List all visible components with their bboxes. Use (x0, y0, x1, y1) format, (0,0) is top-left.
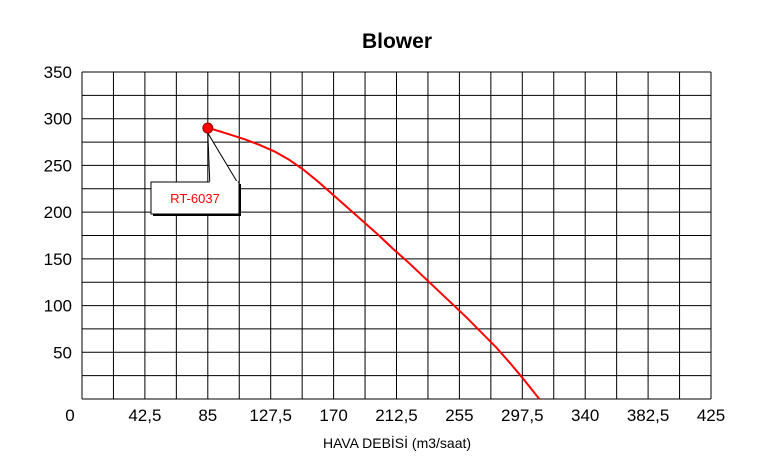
x-tick-label: 0 (65, 406, 74, 425)
callout-box (150, 181, 240, 215)
x-tick-label: 42,5 (128, 406, 161, 425)
x-tick-label: 297,5 (501, 406, 544, 425)
x-tick-label: 85 (198, 406, 217, 425)
x-tick-label: 382,5 (627, 406, 670, 425)
y-tick-label: 350 (44, 63, 72, 82)
x-tick-label: 212,5 (375, 406, 418, 425)
x-tick-label: 170 (319, 406, 347, 425)
x-tick-labels: 0 42,5 85 127,5 170 212,5 255 297,5 340 382,5 425 (65, 406, 725, 425)
y-tick-label: 300 (44, 110, 72, 129)
y-tick-label: 200 (44, 203, 72, 222)
data-point-marker (202, 122, 214, 134)
y-tick-labels: 50 100 150 200 250 300 350 (44, 63, 72, 362)
callout-layer: RT-6037 (150, 122, 241, 216)
y-tick-label: 50 (53, 343, 72, 362)
chart-title: Blower (362, 30, 432, 53)
callout-pointer (207, 132, 239, 184)
y-tick-label: 100 (44, 297, 72, 316)
x-axis-label: HAVA DEBİSİ (m3/saat) (323, 434, 471, 451)
x-tick-label: 255 (445, 406, 473, 425)
callout-label: RT-6037 (170, 191, 220, 206)
series-layer (207, 127, 541, 400)
grid (81, 71, 712, 400)
y-tick-label: 150 (44, 250, 72, 269)
x-tick-label: 340 (571, 406, 599, 425)
x-tick-label: 127,5 (249, 406, 292, 425)
series-line (207, 127, 541, 400)
x-tick-label: 425 (697, 406, 725, 425)
y-tick-label: 250 (44, 156, 72, 175)
